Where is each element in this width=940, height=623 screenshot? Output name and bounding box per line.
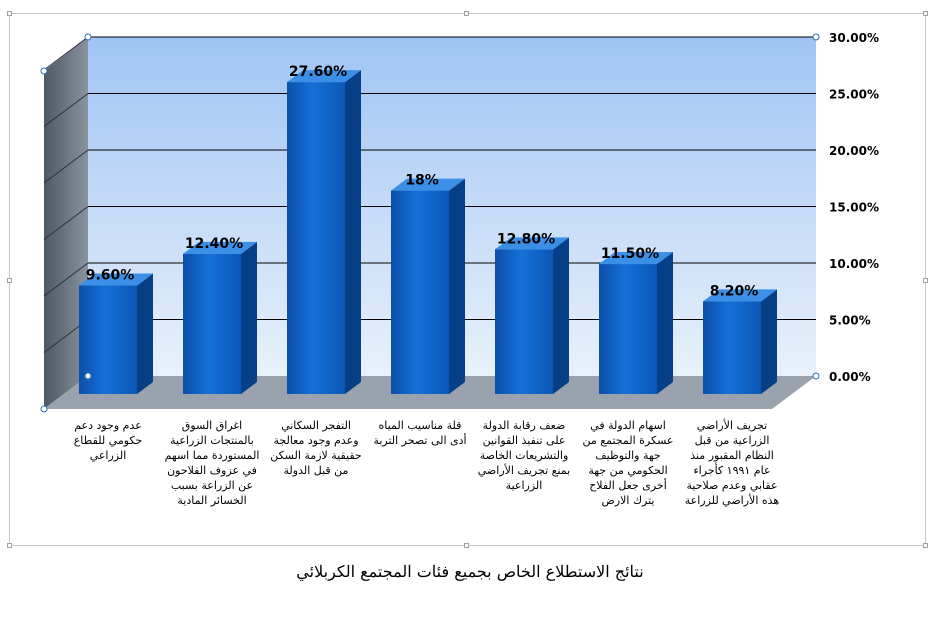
bar-front bbox=[703, 301, 761, 394]
bar-top bbox=[183, 241, 257, 254]
bar bbox=[287, 70, 361, 395]
resize-handle-bottom-left[interactable] bbox=[7, 543, 12, 548]
bar-top bbox=[391, 178, 465, 191]
bar-side bbox=[761, 289, 777, 394]
bar-top bbox=[495, 237, 569, 250]
resize-handle-bottom-right[interactable] bbox=[923, 543, 928, 548]
gridline bbox=[43, 36, 89, 71]
x-tick-label: عدم وجود دعم حكومي للقطاع الزراعي bbox=[73, 419, 143, 462]
resize-handle-top-left[interactable] bbox=[7, 11, 12, 16]
y-tick-label: 30.00% bbox=[829, 31, 879, 45]
data-labels: 9.60% 12.40% 27.60% 18% 12.80% 11.50% 8.20% bbox=[86, 64, 759, 299]
x-tick-label: اغراق السوق بالمنتجات الزراعية المستوردة… bbox=[164, 419, 260, 507]
bar-side bbox=[553, 237, 569, 394]
data-label: 8.20% bbox=[710, 283, 759, 299]
bar-front bbox=[599, 264, 657, 394]
data-label: 27.60% bbox=[289, 64, 347, 80]
bar-front bbox=[391, 190, 449, 394]
y-tick-label: 20.00% bbox=[829, 144, 879, 158]
data-label: 12.40% bbox=[185, 236, 243, 252]
x-tick-label: قلة مناسيب المياه أدى الى تصحر التربة bbox=[373, 419, 467, 447]
bar bbox=[391, 178, 465, 394]
y-tick-label: 25.00% bbox=[829, 88, 879, 102]
y-tick-label: 5.00% bbox=[829, 314, 871, 328]
axis-marker bbox=[812, 33, 820, 41]
bar bbox=[183, 241, 257, 394]
axis-marker bbox=[812, 372, 820, 380]
axis-marker bbox=[84, 372, 92, 380]
resize-handle-top[interactable] bbox=[464, 11, 469, 16]
y-axis: 0.00% 5.00% 10.00% 15.00% 20.00% 25.00% 30.00% bbox=[829, 31, 879, 384]
bar-top bbox=[79, 273, 153, 286]
axis-marker bbox=[84, 33, 92, 41]
y-tick-label: 0.00% bbox=[829, 370, 871, 384]
gridline bbox=[43, 206, 89, 240]
x-tick-label: اسهام الدولة في عسكرة المجتمع من جهة وال… bbox=[582, 419, 674, 507]
gridline bbox=[43, 93, 89, 127]
bars bbox=[79, 70, 777, 395]
bar bbox=[703, 289, 777, 394]
resize-handle-right[interactable] bbox=[923, 278, 928, 283]
resize-handle-bottom[interactable] bbox=[464, 543, 469, 548]
data-label: 12.80% bbox=[497, 231, 555, 247]
bar bbox=[495, 237, 569, 394]
x-tick-label: ضعف رقابة الدولة على تنفيذ القوانين والت… bbox=[477, 419, 571, 492]
bar-chart[interactable]: 0.00% 5.00% 10.00% 15.00% 20.00% 25.00% 30.00%… bbox=[0, 0, 940, 560]
bar-front bbox=[287, 82, 345, 395]
chart-frame[interactable] bbox=[7, 11, 928, 548]
y-tick-label: 15.00% bbox=[829, 201, 879, 215]
bar-side bbox=[345, 70, 361, 395]
x-tick-label: تجريف الأراضي الزراعية من قبل النظام الم… bbox=[684, 419, 780, 507]
bar-side bbox=[657, 252, 673, 394]
bar-side bbox=[449, 178, 465, 394]
axis-marker bbox=[40, 67, 48, 75]
bar-top bbox=[703, 289, 777, 302]
bar-front bbox=[495, 249, 553, 394]
data-label: 18% bbox=[405, 173, 439, 189]
gridline bbox=[43, 262, 89, 297]
bar-front bbox=[183, 253, 241, 394]
y-tick-label: 10.00% bbox=[829, 257, 879, 271]
gridline bbox=[43, 149, 89, 184]
resize-handle-left[interactable] bbox=[7, 278, 12, 283]
bar-top bbox=[287, 70, 361, 83]
chart-caption: نتائج الاستطلاع الخاص بجميع فئات المجتمع… bbox=[296, 562, 644, 581]
data-label: 9.60% bbox=[86, 268, 135, 284]
bar-side bbox=[137, 273, 153, 394]
x-tick-label: التفجر السكاني وعدم وجود معالجة حقيقية ل… bbox=[270, 419, 362, 477]
axis-marker bbox=[40, 405, 48, 413]
bar bbox=[599, 252, 673, 394]
bar-side bbox=[241, 241, 257, 394]
data-label: 11.50% bbox=[601, 246, 659, 262]
bar-top bbox=[599, 252, 673, 265]
resize-handle-top-right[interactable] bbox=[923, 11, 928, 16]
